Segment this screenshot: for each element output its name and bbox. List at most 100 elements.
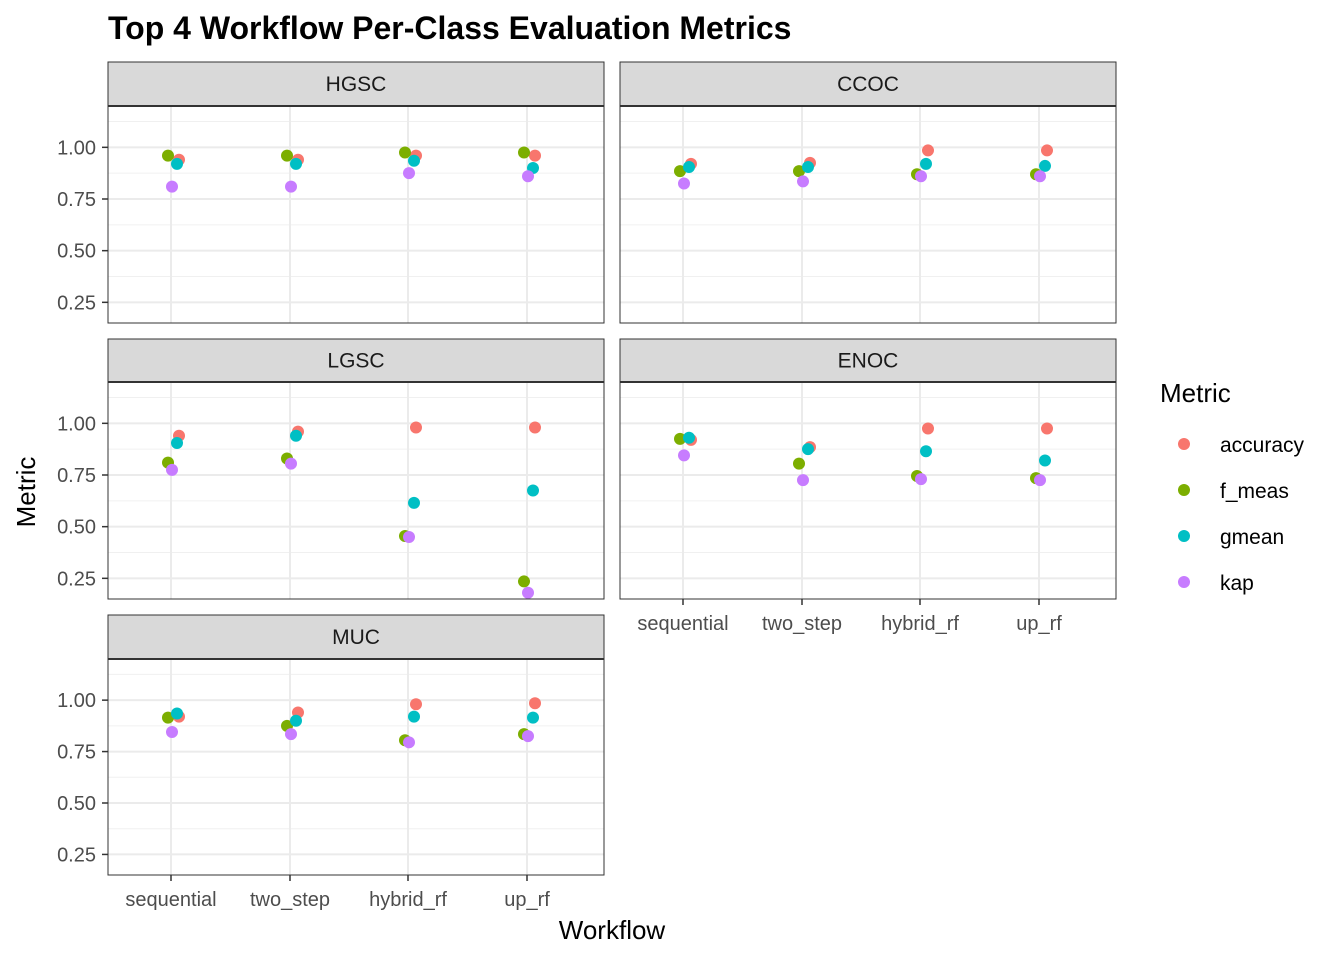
facet-strip [619, 338, 1117, 383]
point-kap [166, 180, 178, 193]
legend-label-gmean: gmean [1220, 526, 1284, 549]
panel-ccoc: CCOC [619, 61, 1117, 324]
x-tick-label: hybrid_rf [369, 889, 447, 911]
point-f_meas [399, 146, 411, 159]
point-accuracy [410, 698, 422, 711]
y-tick-label: 0.75 [57, 189, 96, 211]
facet-strip-label: ENOC [838, 350, 899, 373]
y-tick-label: 0.50 [57, 517, 96, 539]
point-f_meas [674, 165, 686, 178]
point-gmean [527, 711, 539, 724]
chart-title: Top 4 Workflow Per-Class Evaluation Metr… [108, 10, 791, 46]
facet-strip [107, 61, 605, 107]
point-accuracy [529, 149, 541, 162]
facet-strip-label: LGSC [327, 350, 384, 373]
point-gmean [408, 496, 420, 509]
point-kap [915, 170, 927, 183]
point-gmean [408, 710, 420, 723]
point-kap [915, 473, 927, 486]
point-gmean [290, 714, 302, 727]
panels-layer: HGSC 0.25 0.50 0.75 1.00 CCOC LGSC 0.25 0.50 0.75… [57, 61, 1117, 911]
y-tick-label: 0.50 [57, 793, 96, 815]
y-tick-label: 0.75 [57, 465, 96, 487]
y-tick-label: 0.50 [57, 241, 96, 263]
x-tick-label: hybrid_rf [881, 613, 959, 635]
legend-key-kap [1178, 576, 1190, 588]
panel-background [108, 382, 604, 599]
y-tick-label: 0.75 [57, 742, 96, 764]
panel-lgsc: LGSC 0.25 0.50 0.75 1.00 [57, 338, 605, 600]
point-gmean [920, 445, 932, 458]
point-kap [285, 728, 297, 741]
point-accuracy [922, 422, 934, 435]
facet-strip-label: CCOC [837, 73, 899, 96]
y-tick-label: 1.00 [57, 690, 96, 712]
point-kap [522, 586, 534, 599]
point-kap [1034, 474, 1046, 487]
y-tick-label: 1.00 [57, 413, 96, 435]
point-kap [678, 449, 690, 462]
panel-background [620, 382, 1116, 599]
x-tick-label: up_rf [1016, 613, 1062, 635]
point-gmean [527, 484, 539, 497]
point-kap [403, 531, 415, 543]
point-kap [797, 175, 809, 188]
point-gmean [171, 436, 183, 449]
panel-hgsc: HGSC 0.25 0.50 0.75 1.00 [57, 61, 605, 324]
x-axis-title: Workflow [559, 915, 666, 945]
point-gmean [1039, 159, 1051, 172]
legend-label-accuracy: accuracy [1220, 434, 1305, 457]
point-kap [403, 736, 415, 749]
x-tick-label: sequential [125, 889, 216, 911]
point-accuracy [922, 144, 934, 157]
point-gmean [1039, 454, 1051, 467]
point-accuracy [529, 697, 541, 710]
point-accuracy [1041, 144, 1053, 157]
point-kap [797, 474, 809, 487]
point-gmean [802, 160, 814, 173]
point-gmean [290, 429, 302, 442]
point-f_meas [793, 457, 805, 470]
y-axis-title: Metric [11, 457, 41, 528]
x-tick-label: up_rf [504, 889, 550, 911]
point-accuracy [529, 421, 541, 434]
facet-strip-label: MUC [332, 626, 380, 649]
point-gmean [802, 443, 814, 456]
point-kap [166, 726, 178, 739]
y-tick-label: 0.25 [57, 292, 96, 314]
point-kap [678, 177, 690, 190]
point-gmean [171, 707, 183, 720]
panel-enoc: ENOC sequential two_step hybrid_rf up_rf [619, 338, 1117, 635]
point-accuracy [410, 421, 422, 434]
legend-label-f_meas: f_meas [1220, 480, 1289, 503]
facet-strip [107, 338, 605, 383]
point-gmean [683, 160, 695, 173]
point-kap [1034, 170, 1046, 183]
x-tick-label: sequential [637, 613, 728, 635]
point-gmean [290, 157, 302, 170]
x-tick-label: two_step [250, 889, 330, 911]
point-f_meas [162, 149, 174, 162]
point-kap [285, 457, 297, 470]
facet-strip [107, 614, 605, 660]
legend-title: Metric [1160, 378, 1231, 408]
point-kap [403, 167, 415, 180]
point-kap [522, 730, 534, 743]
panel-background [108, 106, 604, 323]
point-gmean [171, 157, 183, 170]
point-f_meas [281, 149, 293, 162]
panel-background [108, 659, 604, 875]
legend-key-f_meas [1178, 484, 1190, 496]
point-kap [522, 170, 534, 183]
point-kap [285, 180, 297, 193]
x-tick-label: two_step [762, 613, 842, 635]
y-tick-label: 0.25 [57, 568, 96, 590]
point-gmean [683, 431, 695, 444]
legend-key-gmean [1178, 530, 1190, 542]
point-kap [166, 463, 178, 476]
point-gmean [408, 154, 420, 167]
point-accuracy [1041, 422, 1053, 435]
legend-key-accuracy [1178, 438, 1190, 450]
